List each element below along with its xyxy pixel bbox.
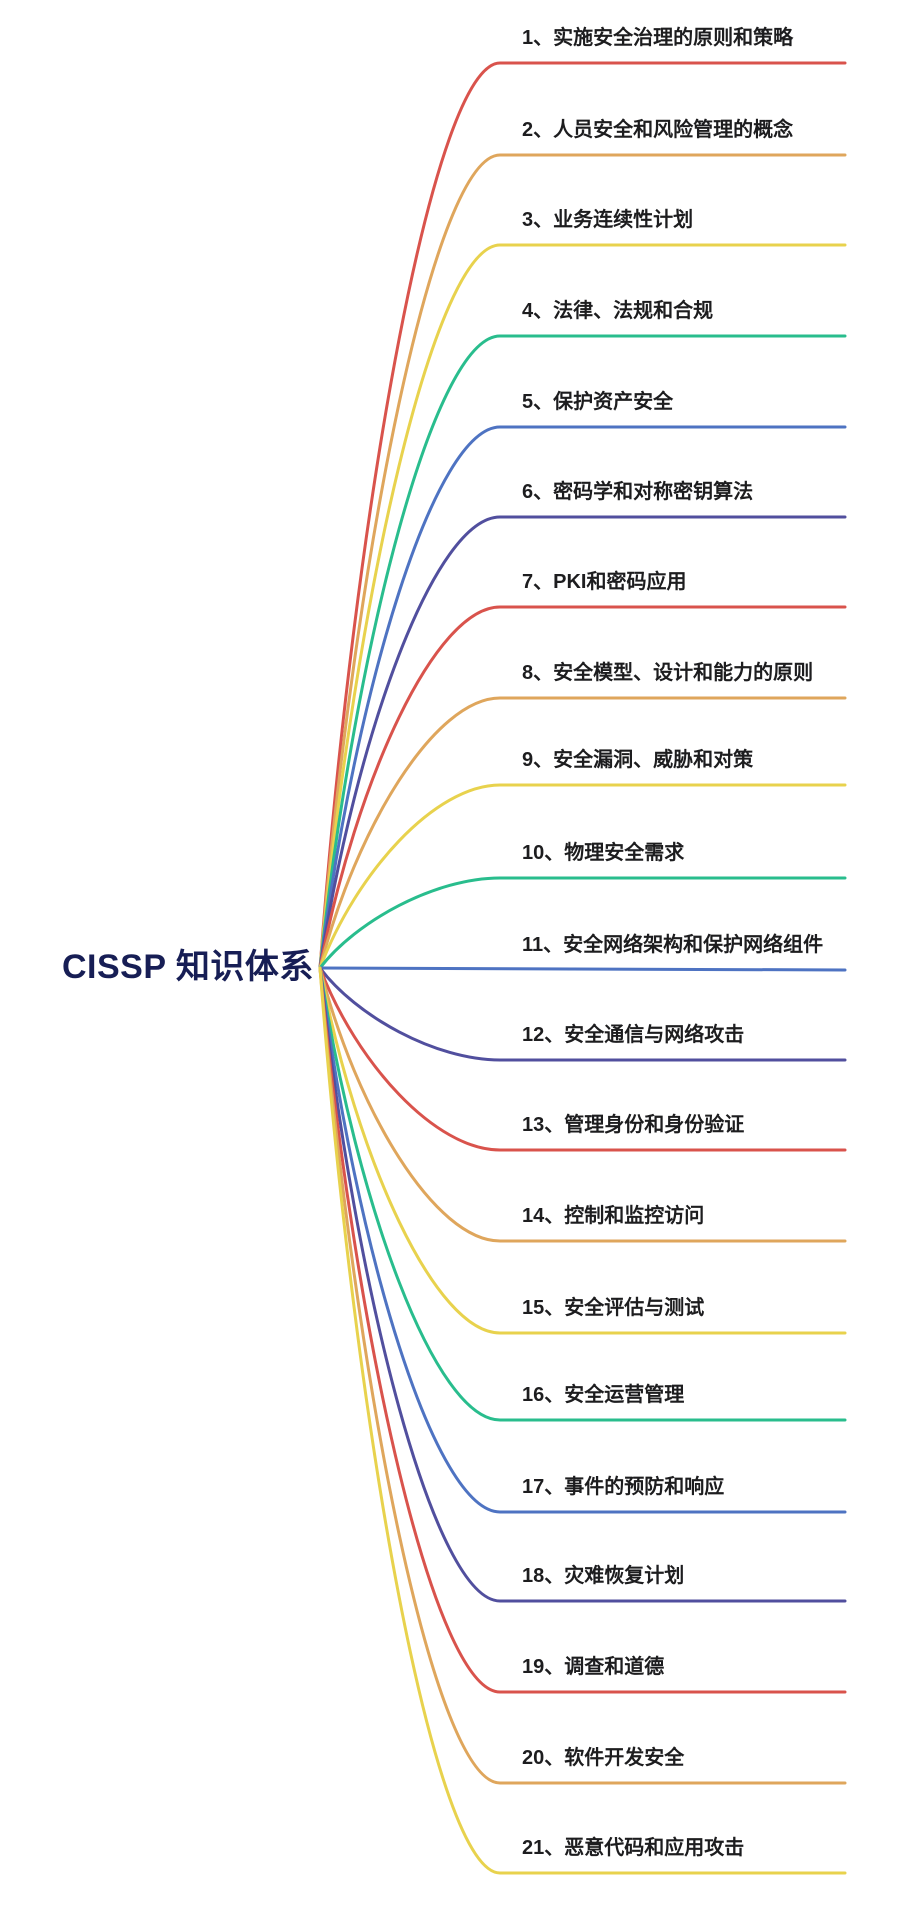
topic-node-7[interactable]: 7、PKI和密码应用 xyxy=(522,571,687,593)
topic-node-16[interactable]: 16、安全运营管理 xyxy=(522,1384,685,1406)
branch-line-12 xyxy=(318,966,847,1062)
topic-node-1[interactable]: 1、实施安全治理的原则和策略 xyxy=(522,27,794,49)
branch-line-19 xyxy=(318,966,847,1694)
topic-node-8[interactable]: 8、安全模型、设计和能力的原则 xyxy=(522,662,814,684)
topic-node-18[interactable]: 18、灾难恢复计划 xyxy=(522,1565,685,1587)
branch-line-2 xyxy=(318,153,847,970)
branch-line-16 xyxy=(318,966,847,1422)
branch-line-20 xyxy=(318,966,847,1785)
topic-node-4[interactable]: 4、法律、法规和合规 xyxy=(522,300,714,322)
branch-line-1 xyxy=(318,61,847,970)
topic-node-3[interactable]: 3、业务连续性计划 xyxy=(522,209,694,231)
topic-node-11[interactable]: 11、安全网络架构和保护网络组件 xyxy=(522,934,824,956)
topic-node-5[interactable]: 5、保护资产安全 xyxy=(522,391,674,413)
branch-line-9 xyxy=(318,783,847,970)
branch-line-4 xyxy=(318,334,847,970)
branch-line-8 xyxy=(318,696,847,970)
branch-line-11 xyxy=(318,966,847,972)
topic-node-14[interactable]: 14、控制和监控访问 xyxy=(522,1205,705,1227)
topic-node-12[interactable]: 12、安全通信与网络攻击 xyxy=(522,1024,745,1046)
root-node[interactable]: CISSP 知识体系 xyxy=(62,948,314,986)
branch-line-7 xyxy=(318,605,847,970)
branch-line-3 xyxy=(318,243,847,970)
topic-node-21[interactable]: 21、恶意代码和应用攻击 xyxy=(522,1837,745,1859)
topic-node-9[interactable]: 9、安全漏洞、威胁和对策 xyxy=(522,749,754,771)
branch-line-21 xyxy=(318,966,847,1875)
branch-line-5 xyxy=(318,425,847,970)
branch-line-14 xyxy=(318,966,847,1243)
branch-line-17 xyxy=(318,966,847,1514)
branch-line-13 xyxy=(318,966,847,1152)
branch-line-6 xyxy=(318,515,847,970)
topic-node-6[interactable]: 6、密码学和对称密钥算法 xyxy=(522,481,754,503)
topic-node-19[interactable]: 19、调查和道德 xyxy=(522,1656,665,1678)
topic-node-13[interactable]: 13、管理身份和身份验证 xyxy=(522,1114,745,1136)
branch-line-15 xyxy=(318,966,847,1335)
topic-node-20[interactable]: 20、软件开发安全 xyxy=(522,1747,685,1769)
branch-line-10 xyxy=(318,876,847,970)
topic-node-17[interactable]: 17、事件的预防和响应 xyxy=(522,1476,725,1498)
branch-line-18 xyxy=(318,966,847,1603)
topic-node-10[interactable]: 10、物理安全需求 xyxy=(522,842,685,864)
topic-node-2[interactable]: 2、人员安全和风险管理的概念 xyxy=(522,119,794,141)
topic-node-15[interactable]: 15、安全评估与测试 xyxy=(522,1297,705,1319)
